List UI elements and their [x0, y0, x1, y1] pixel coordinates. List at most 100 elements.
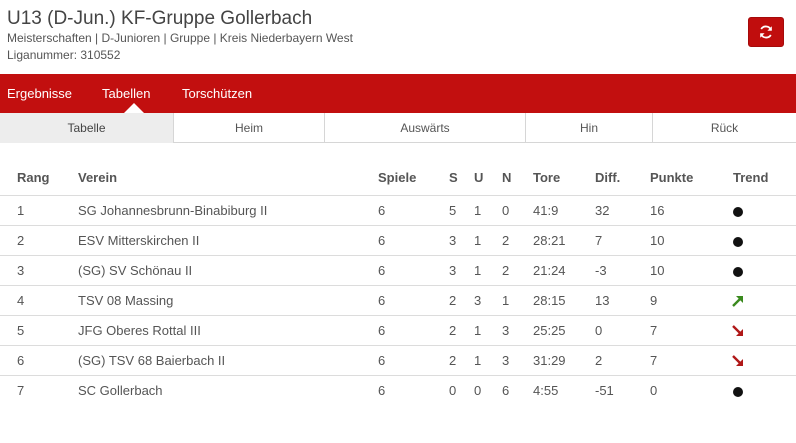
cell-punkte: 7: [650, 323, 658, 338]
tab-heim[interactable]: Heim: [174, 113, 325, 143]
league-number: Liganummer: 310552: [7, 48, 121, 62]
refresh-icon: [760, 25, 772, 39]
cell-verein[interactable]: (SG) TSV 68 Baierbach II: [78, 353, 226, 368]
header-trend: Trend: [733, 170, 769, 185]
cell-n: 6: [502, 383, 510, 398]
cell-n: 1: [502, 293, 510, 308]
trend-same-icon: [731, 234, 745, 248]
header-u: U: [474, 170, 484, 185]
cell-tore: 25:25: [533, 323, 566, 338]
cell-verein[interactable]: TSV 08 Massing: [78, 293, 174, 308]
cell-spiele: 6: [378, 233, 386, 248]
nav-ergebnisse[interactable]: Ergebnisse: [7, 86, 73, 101]
tab-tabelle[interactable]: Tabelle: [0, 113, 174, 143]
cell-n: 3: [502, 353, 510, 368]
cell-tore: 28:21: [533, 233, 566, 248]
trend-same-icon: [731, 384, 745, 398]
cell-verein[interactable]: SC Gollerbach: [78, 383, 163, 398]
cell-s: 3: [449, 233, 457, 248]
cell-diff: 7: [595, 233, 603, 248]
header-rang: Rang: [17, 170, 50, 185]
cell-n: 0: [502, 203, 510, 218]
header-verein: Verein: [78, 170, 118, 185]
trend-same-icon: [731, 264, 745, 278]
table-view-tabs: Tabelle Heim Auswärts Hin Rück: [0, 113, 796, 143]
table-row: 4 TSV 08 Massing 6 2 3 1 28:15 13 9: [0, 285, 796, 315]
cell-spiele: 6: [378, 263, 386, 278]
cell-verein[interactable]: SG Johannesbrunn-Binabiburg II: [78, 203, 268, 218]
table-row: 6 (SG) TSV 68 Baierbach II 6 2 1 3 31:29 2 7: [0, 345, 796, 375]
trend-up-icon: [731, 294, 745, 308]
cell-spiele: 6: [378, 293, 386, 308]
cell-n: 2: [502, 233, 510, 248]
cell-rang: 6: [17, 353, 25, 368]
cell-u: 3: [474, 293, 482, 308]
cell-rang: 3: [17, 263, 25, 278]
table-row: 5 JFG Oberes Rottal III 6 2 1 3 25:25 0 7: [0, 315, 796, 345]
cell-punkte: 7: [650, 353, 658, 368]
cell-diff: 0: [595, 323, 603, 338]
cell-s: 2: [449, 323, 457, 338]
cell-n: 2: [502, 263, 510, 278]
table-row: 3 (SG) SV Schönau II 6 3 1 2 21:24 -3 10: [0, 255, 796, 285]
header-diff: Diff.: [595, 170, 621, 185]
cell-spiele: 6: [378, 203, 386, 218]
cell-s: 2: [449, 353, 457, 368]
cell-spiele: 6: [378, 353, 386, 368]
active-nav-indicator: [124, 103, 144, 113]
trend-down-icon: [731, 324, 745, 338]
cell-u: 1: [474, 233, 482, 248]
header-n: N: [502, 170, 512, 185]
cell-punkte: 10: [650, 263, 665, 278]
header-punkte: Punkte: [650, 170, 694, 185]
table-row: 2 ESV Mitterskirchen II 6 3 1 2 28:21 7 10: [0, 225, 796, 255]
cell-u: 1: [474, 353, 482, 368]
tab-auswaerts[interactable]: Auswärts: [325, 113, 526, 143]
cell-tore: 28:15: [533, 293, 566, 308]
cell-tore: 4:55: [533, 383, 559, 398]
main-navigation: Ergebnisse Tabellen Torschützen: [0, 74, 796, 113]
page-subtitle: Meisterschaften | D-Junioren | Gruppe | …: [7, 31, 353, 45]
cell-diff: -51: [595, 383, 614, 398]
nav-torschuetzen[interactable]: Torschützen: [182, 86, 253, 101]
tab-hin[interactable]: Hin: [526, 113, 653, 143]
cell-spiele: 6: [378, 323, 386, 338]
trend-same-icon: [731, 204, 745, 218]
cell-verein[interactable]: (SG) SV Schönau II: [78, 263, 193, 278]
cell-s: 3: [449, 263, 457, 278]
cell-u: 1: [474, 203, 482, 218]
cell-tore: 41:9: [533, 203, 559, 218]
header-tore: Tore: [533, 170, 561, 185]
cell-punkte: 0: [650, 383, 658, 398]
cell-s: 0: [449, 383, 457, 398]
cell-rang: 2: [17, 233, 25, 248]
cell-verein[interactable]: ESV Mitterskirchen II: [78, 233, 200, 248]
tab-rueck[interactable]: Rück: [710, 121, 739, 135]
cell-rang: 4: [17, 293, 25, 308]
cell-s: 5: [449, 203, 457, 218]
cell-u: 0: [474, 383, 482, 398]
cell-punkte: 16: [650, 203, 665, 218]
cell-punkte: 10: [650, 233, 665, 248]
cell-rang: 5: [17, 323, 25, 338]
header-s: S: [449, 170, 458, 185]
cell-rang: 1: [17, 203, 25, 218]
cell-u: 1: [474, 323, 482, 338]
cell-verein[interactable]: JFG Oberes Rottal III: [78, 323, 201, 338]
cell-diff: 13: [595, 293, 610, 308]
refresh-button[interactable]: [748, 17, 784, 47]
cell-rang: 7: [17, 383, 25, 398]
cell-punkte: 9: [650, 293, 658, 308]
cell-u: 1: [474, 263, 482, 278]
cell-tore: 31:29: [533, 353, 566, 368]
table-row: 1 SG Johannesbrunn-Binabiburg II 6 5 1 0 41:9 3…: [0, 195, 796, 225]
cell-n: 3: [502, 323, 510, 338]
cell-diff: 2: [595, 353, 603, 368]
cell-diff: -3: [595, 263, 607, 278]
nav-tabellen[interactable]: Tabellen: [102, 86, 151, 101]
cell-tore: 21:24: [533, 263, 566, 278]
trend-down-icon: [731, 354, 745, 368]
cell-diff: 32: [595, 203, 610, 218]
header-spiele: Spiele: [378, 170, 417, 185]
page-title: U13 (D-Jun.) KF-Gruppe Gollerbach: [7, 8, 313, 29]
